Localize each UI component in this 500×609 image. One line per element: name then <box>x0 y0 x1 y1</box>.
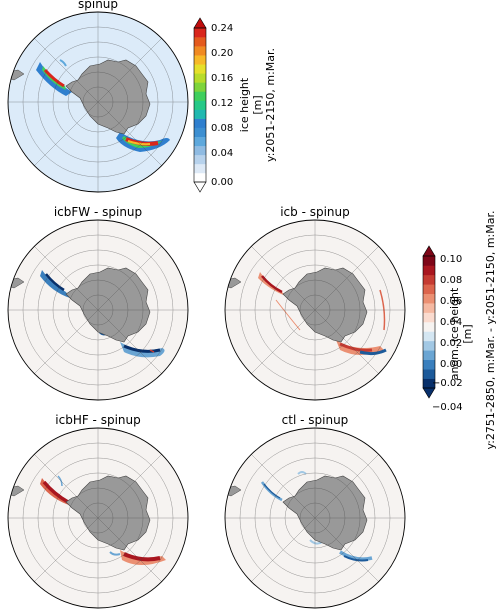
colorbar-cell <box>423 331 435 342</box>
colorbar-cell <box>423 340 435 351</box>
colorbar-extend-max <box>422 245 436 257</box>
colorbar-cell <box>423 378 435 389</box>
antarctica-landmass <box>65 59 151 135</box>
colorbar-cell <box>194 82 206 92</box>
graticule <box>8 12 188 192</box>
colorbar-cell <box>194 163 206 174</box>
graticule <box>225 428 405 608</box>
colorbar-cell <box>423 256 435 266</box>
colorbar-label-line: y:2751-2850, m:Mar. - y:2051-2150, m:Mar… <box>484 210 497 449</box>
colorbar-label-line: anom. ice height <box>448 287 461 380</box>
colorbar-cell <box>194 127 206 138</box>
colorbar-extend-min <box>193 181 207 193</box>
tick-label: 0.04 <box>440 317 462 328</box>
colorbar-cell <box>423 303 435 313</box>
colorbar-cell <box>423 369 435 379</box>
colorbar-ice-height: 0.24 0.20 0.16 0.12 0.08 0.04 0.00 ice h… <box>193 17 277 193</box>
panel-title-ctl: ctl - spinup <box>282 413 349 427</box>
graticule <box>8 428 188 608</box>
colorbar-anom-ice-height: 0.10 0.08 0.06 0.04 0.02 0.00 −0.02 −0.0… <box>422 210 497 450</box>
tick-label: 0.00 <box>211 177 233 188</box>
tick-label: 0.08 <box>440 275 462 286</box>
colorbar-cell <box>423 265 435 276</box>
antarctica-landmass <box>65 475 151 551</box>
map-panel-spinup: spinup <box>7 0 189 193</box>
colorbar-label-line: ice height <box>238 77 251 132</box>
colorbar-cell <box>423 293 435 304</box>
panel-title-icbHF: icbHF - spinup <box>55 413 140 427</box>
colorbar-label-line: [m] <box>251 95 264 114</box>
tick-label: 0.12 <box>211 98 233 109</box>
colorbar-cell <box>423 322 435 332</box>
anomaly-field <box>260 471 373 562</box>
colorbar-cell <box>194 100 206 110</box>
colorbar-cell <box>194 28 206 38</box>
colorbar-cell <box>194 46 206 56</box>
tick-label: −0.04 <box>432 402 463 413</box>
colorbar-label-line: y:2051-2150, m:Mar. <box>264 48 277 162</box>
panel-title-spinup: spinup <box>78 0 118 11</box>
antarctica-landmass <box>282 267 368 343</box>
colorbar-cell <box>194 109 206 119</box>
colorbar-cell <box>194 91 206 101</box>
colorbar-cell <box>194 64 206 74</box>
tick-label: 0.04 <box>211 148 233 159</box>
tick-label: 0.16 <box>211 73 233 84</box>
panel-title-icb: icb - spinup <box>280 205 350 219</box>
map-panel-icb: icb - spinup <box>224 205 406 401</box>
tick-label: 0.20 <box>211 48 233 59</box>
tick-label: 0.00 <box>440 359 462 370</box>
colorbar-cell <box>194 172 206 183</box>
colorbar-cell <box>194 145 206 156</box>
antarctica-landmass <box>282 475 368 551</box>
anomaly-field <box>258 272 387 356</box>
tick-label: 0.08 <box>211 123 233 134</box>
colorbar-cell <box>194 55 206 65</box>
tick-label: 0.24 <box>211 23 233 34</box>
tick-label: −0.02 <box>432 378 463 389</box>
tick-label: 0.02 <box>440 338 462 349</box>
colorbar-cell <box>423 312 435 323</box>
map-panel-ctl: ctl - spinup <box>224 413 406 609</box>
tick-label: 0.10 <box>440 254 462 265</box>
colorbar-extend-max <box>193 17 207 29</box>
colorbar-extend-min <box>422 387 436 399</box>
map-panel-icbFW: icbFW - spinup <box>7 205 189 401</box>
colorbar-cell <box>194 154 206 165</box>
tick-label: 0.06 <box>440 296 462 307</box>
graticule <box>8 220 188 400</box>
graticule <box>225 220 405 400</box>
colorbar-cell <box>423 359 435 370</box>
panel-title-icbFW: icbFW - spinup <box>54 205 142 219</box>
colorbar-cells <box>423 256 435 389</box>
colorbar-cell <box>423 284 435 295</box>
colorbar-ticks: 0.24 0.20 0.16 0.12 0.08 0.04 0.00 <box>211 23 233 188</box>
colorbar-cell <box>194 118 206 128</box>
colorbar-label-line: [m] <box>461 324 474 343</box>
colorbar-cell <box>423 274 435 285</box>
colorbar-cells <box>194 28 206 183</box>
colorbar-cell <box>194 37 206 47</box>
colorbar-cell <box>194 136 206 147</box>
colorbar-cell <box>194 73 206 83</box>
antarctica-landmass <box>65 267 151 343</box>
colorbar-cell <box>423 350 435 361</box>
map-panel-icbHF: icbHF - spinup <box>7 413 189 609</box>
